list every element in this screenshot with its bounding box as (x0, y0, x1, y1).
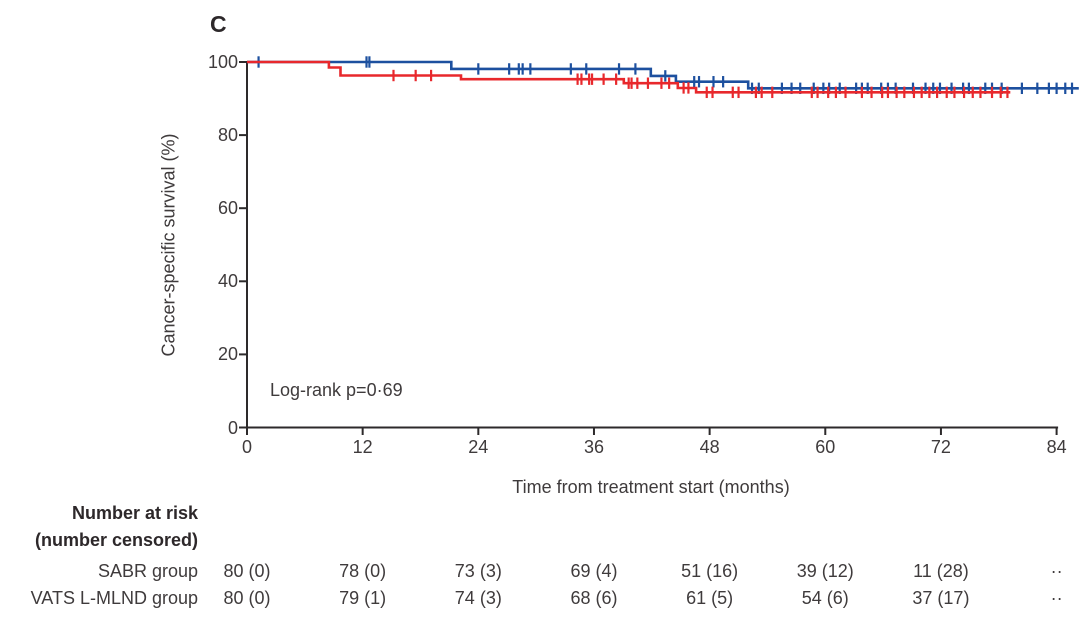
x-tick-label: 48 (699, 437, 720, 457)
risk-value: 11 (28) (913, 561, 969, 581)
risk-table-header-line2: (number censored) (34, 530, 198, 550)
risk-value: 61 (5) (686, 588, 734, 608)
risk-value: ·· (1050, 588, 1063, 608)
risk-value: 73 (3) (454, 561, 502, 581)
risk-value: 51 (16) (681, 561, 739, 581)
risk-value: 68 (6) (570, 588, 618, 608)
y-tick-label: 80 (217, 125, 238, 146)
risk-value: 79 (1) (339, 588, 387, 608)
x-tick-label: 72 (930, 437, 951, 457)
risk-value: 74 (3) (454, 588, 502, 608)
risk-row-label-sabr: SABR group (97, 561, 198, 581)
risk-value: ·· (1050, 561, 1063, 581)
y-tick-label: 0 (227, 417, 238, 438)
risk-value: 78 (0) (339, 561, 387, 581)
y-axis-title: Cancer-specific survival (%) (158, 133, 179, 357)
y-tick-label: 20 (217, 344, 238, 365)
risk-value: 80 (0) (223, 588, 271, 608)
risk-value: 37 (17) (912, 588, 970, 608)
y-tick-label: 40 (217, 271, 238, 292)
risk-value: 54 (6) (801, 588, 849, 608)
x-tick-label: 84 (1046, 437, 1067, 457)
panel-label: C (210, 11, 227, 37)
risk-value: 80 (0) (223, 561, 271, 581)
risk-value: 69 (4) (570, 561, 618, 581)
vats-l-mlnd-group-curve (247, 60, 1011, 94)
risk-row-label-vats: VATS L-MLND group (30, 588, 198, 608)
y-tick-label: 60 (217, 198, 238, 219)
risk-value: 39 (12) (796, 561, 854, 581)
axes-lines (246, 62, 1059, 429)
log-rank-annotation: Log-rank p=0·69 (270, 380, 403, 400)
x-tick-label: 12 (352, 437, 373, 457)
sabr-group-curve (247, 60, 1079, 90)
x-tick-label: 0 (241, 437, 252, 457)
x-tick-label: 60 (815, 437, 836, 457)
risk-table-header-line1: Number at risk (71, 503, 198, 523)
x-tick-label: 36 (583, 437, 604, 457)
x-tick-label: 24 (468, 437, 489, 457)
y-tick-label: 100 (207, 52, 238, 72)
x-axis-title: Time from treatment start (months) (512, 477, 790, 497)
